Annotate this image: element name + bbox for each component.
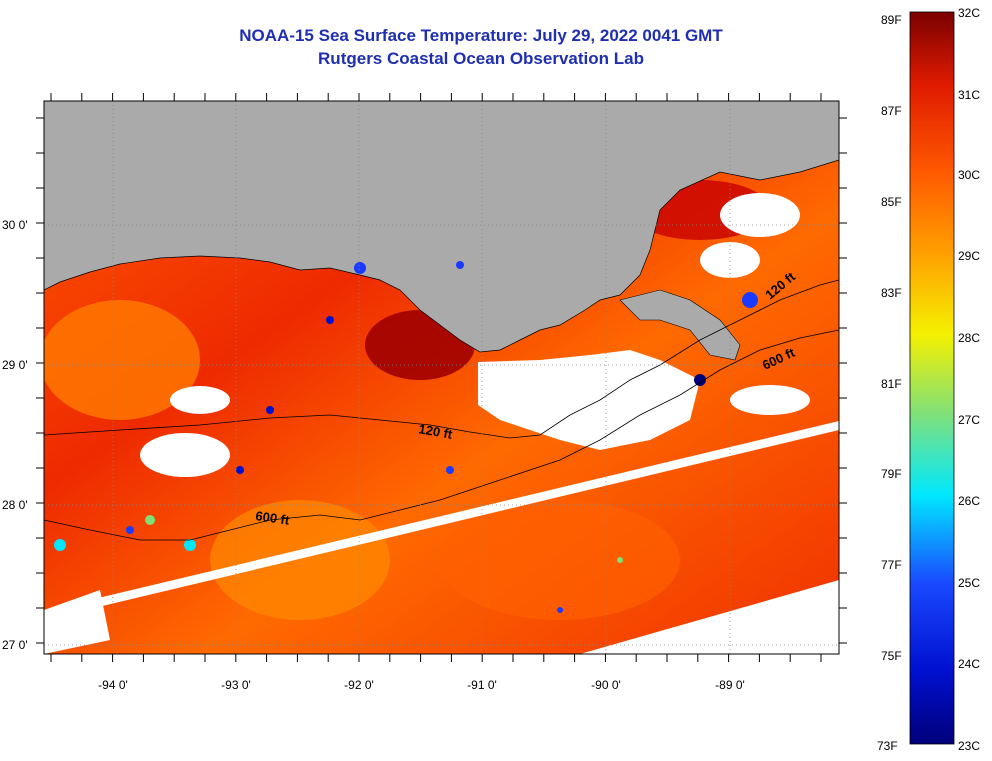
colorbar-fahrenheit-label: 85F [881,195,902,209]
graticule [44,101,839,654]
colorbar-fahrenheit-label: 81F [881,377,902,391]
colorbar-fahrenheit-label: 79F [881,467,902,481]
land-mass [44,101,839,353]
cloud-gap [140,433,230,477]
colorbar-celsius-label: 27C [958,413,981,427]
map-plot-area [44,101,839,654]
colorbar-celsius-label: 29C [958,249,981,263]
colorbar-fahrenheit-label: 87F [881,104,902,118]
longitude-label: -93 0' [221,678,251,692]
colorbar-celsius-label: 26C [958,494,981,508]
colorbar-fahrenheit-label: 77F [881,558,902,572]
map-frame [43,100,840,655]
cloud-gap [700,242,760,278]
longitude-label: -92 0' [344,678,374,692]
colorbar-celsius-label: 23C [958,739,981,753]
contour-label: 120 ft [417,421,454,442]
colorbar-fahrenheit-label: 73F [877,739,898,753]
cloud-gap [730,385,810,415]
latitude-label: 28 0' [2,498,28,512]
map-ticks [36,93,847,662]
warm-patch [44,300,200,420]
latitude-label: 29 0' [2,358,28,372]
warm-patch [210,500,390,620]
longitude-label: -90 0' [591,678,621,692]
scan-gap-stripe [44,421,839,620]
colorbar-celsius-label: 32C [958,6,981,20]
colorbar-celsius-label: 25C [958,576,981,590]
cloud-gap [478,350,700,450]
cloud-gap [170,386,230,414]
contour-600ft [44,329,839,541]
map-subtitle: Rutgers Coastal Ocean Observation Lab [318,49,644,68]
delta-land [619,289,741,361]
contour-120ft [44,279,839,439]
temperature-colorbar [909,11,955,745]
colorbar-fahrenheit-label: 75F [881,649,902,663]
latitude-label: 27 0' [2,638,28,652]
colorbar-fahrenheit-label: 83F [881,286,902,300]
cool-speckles [54,261,758,613]
warm-patch [440,500,680,620]
contour-label: 600 ft [255,508,291,528]
colorbar-fahrenheit-label: 89F [881,13,902,27]
colorbar-celsius-label: 31C [958,88,981,102]
swath-edge [580,580,839,654]
cloud-gap [720,193,800,237]
colorbar-celsius-label: 28C [958,331,981,345]
longitude-label: -94 0' [98,678,128,692]
longitude-label: -91 0' [467,678,497,692]
longitude-label: -89 0' [715,678,745,692]
colorbar-celsius-label: 24C [958,657,981,671]
latitude-label: 30 0' [2,218,28,232]
map-title: NOAA-15 Sea Surface Temperature: July 29… [239,26,723,45]
colorbar-celsius-label: 30C [958,168,981,182]
